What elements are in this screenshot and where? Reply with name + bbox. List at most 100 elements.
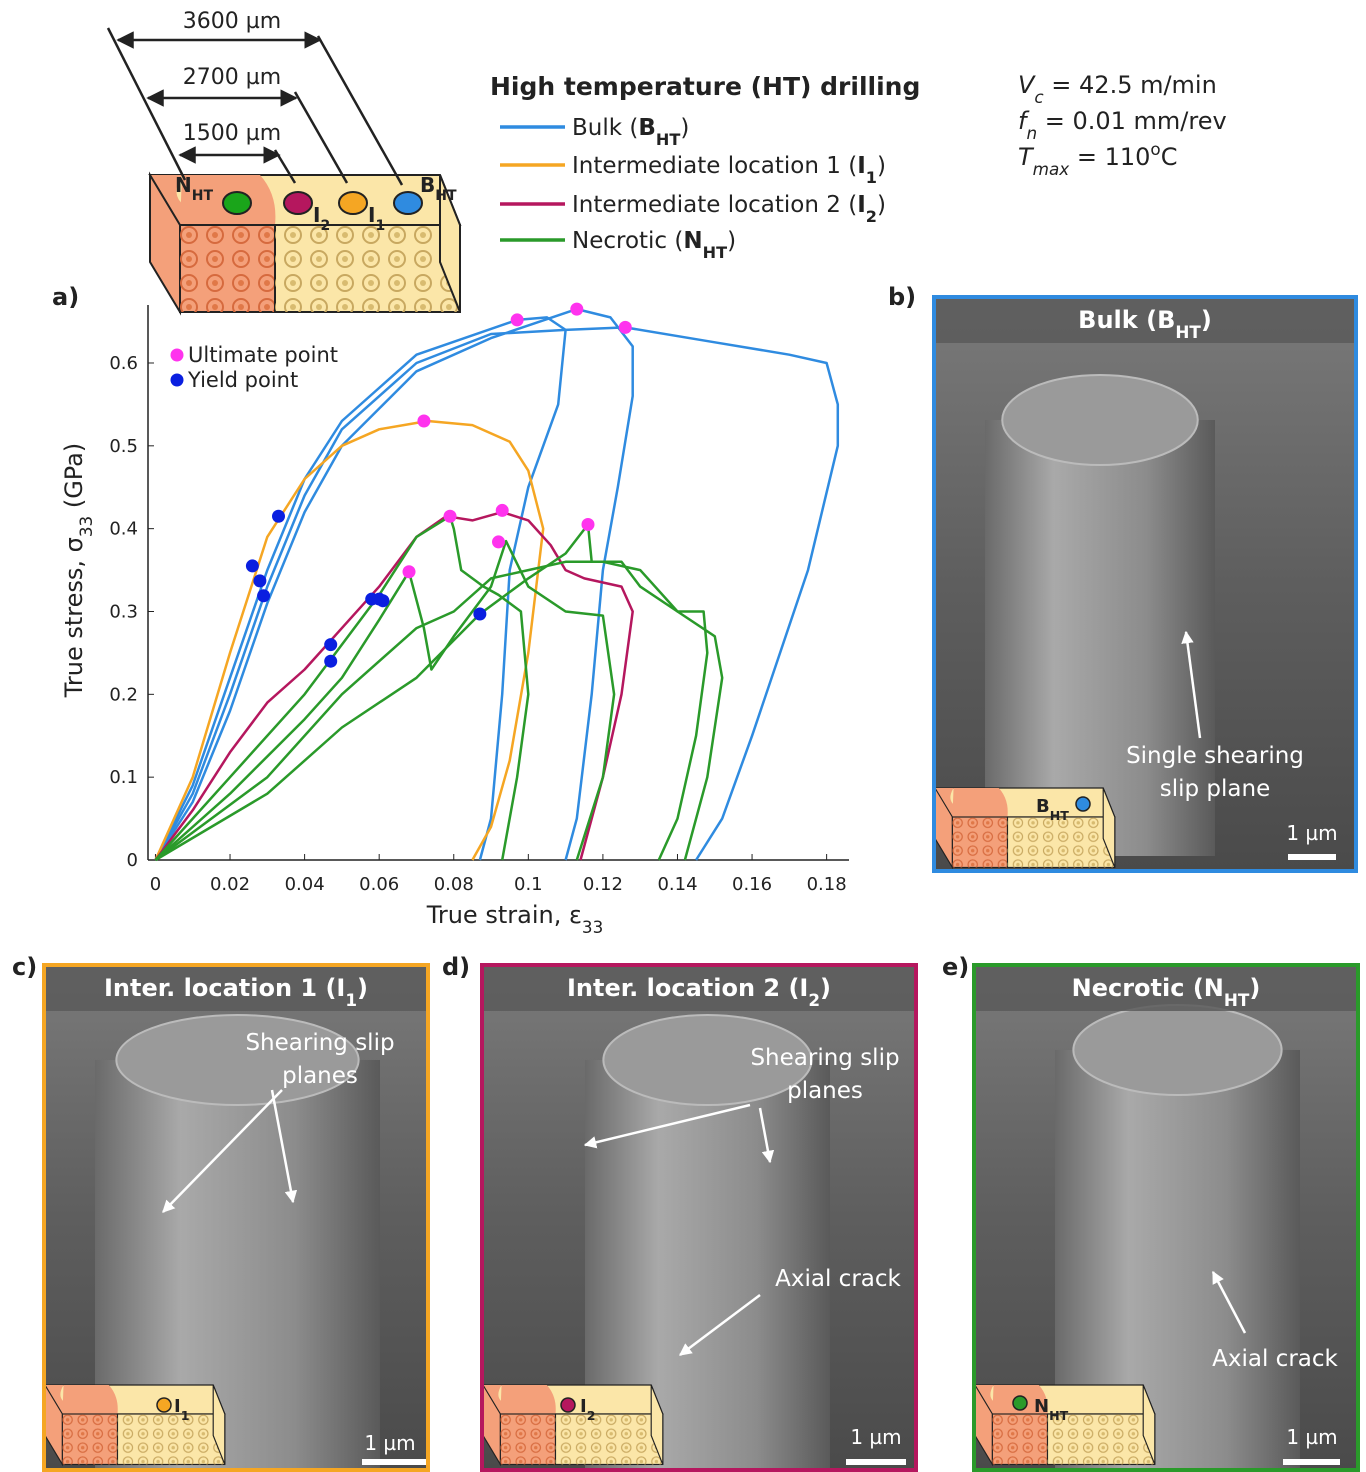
panel-title-part: HT <box>1224 990 1250 1010</box>
schematic-label-part: HT <box>435 188 457 204</box>
x-tick-label: 0.06 <box>359 874 399 895</box>
legend-label-part: ) <box>877 153 886 179</box>
legend-marker <box>171 349 184 362</box>
pillar-top <box>1002 375 1198 465</box>
dimension-lines <box>108 28 402 185</box>
point <box>324 655 337 668</box>
legend-label-part: 1 <box>866 168 877 187</box>
annotation: planes <box>282 1063 358 1089</box>
legend-label: Intermediate location 2 (I2) <box>572 192 886 226</box>
y-axis-label-part: (GPa) <box>60 443 88 516</box>
x-tick-label: 0.02 <box>210 874 250 895</box>
legend-label-part: ) <box>877 192 886 218</box>
legend-label: Bulk (BHT) <box>572 115 689 149</box>
legend-label-part: Necrotic ( <box>572 228 683 254</box>
point <box>272 510 285 523</box>
pillar-top <box>116 1015 358 1105</box>
point <box>570 303 583 316</box>
panel-label: d) <box>442 953 470 981</box>
y-tick-label: 0.4 <box>109 519 138 540</box>
schematic-label-part: I <box>368 203 375 227</box>
schematic-label-part: I <box>313 203 320 227</box>
scale-label: 1 µm <box>1286 1425 1337 1449</box>
panel-title-part: N <box>1204 974 1224 1002</box>
panel-title-part: Inter. location 2 ( <box>567 974 799 1002</box>
panel-title-part: HT <box>1175 322 1201 342</box>
inset-dot <box>1076 797 1090 811</box>
inset-label-part: B <box>1036 796 1050 817</box>
inset-label-part: 2 <box>587 1408 596 1423</box>
scale-label: 1 µm <box>1286 821 1337 845</box>
curve <box>156 541 615 860</box>
dimension-label: 2700 µm <box>183 65 281 90</box>
legend-label-part: 2 <box>866 207 877 226</box>
point <box>511 313 524 326</box>
y-axis-label-part: True stress, σ <box>60 537 88 698</box>
x-tick-label: 0.16 <box>732 874 772 895</box>
x-tick-label: 0.14 <box>657 874 697 895</box>
legend-label: Ultimate point <box>188 343 338 367</box>
panel-title-part: 2 <box>808 990 820 1010</box>
point <box>376 594 389 607</box>
legend-label: Necrotic (NHT) <box>572 228 736 262</box>
panel-title-part: ) <box>1201 306 1212 334</box>
point <box>253 574 266 587</box>
annotation: Shearing slip <box>245 1030 394 1056</box>
figure: 3600 µm2700 µm1500 µmNHTI2I1BHTVc = 42.5… <box>0 0 1366 1472</box>
parameter-part: = 42.5 m/min <box>1044 71 1217 99</box>
point <box>492 535 505 548</box>
panel-title-part: Necrotic ( <box>1072 974 1204 1002</box>
scale-label: 1 µm <box>364 1431 415 1455</box>
parameter-part: max <box>1033 159 1071 179</box>
legend-label-part: B <box>638 115 656 141</box>
x-tick-label: 0.12 <box>583 874 623 895</box>
legend-label-part: ) <box>727 228 736 254</box>
panel-title-part: ) <box>357 974 368 1002</box>
point <box>496 504 509 517</box>
panel-title-part: I <box>336 974 345 1002</box>
legend-label-part: Intermediate location 1 ( <box>572 153 857 179</box>
parameter: fn = 0.01 mm/rev <box>1018 107 1227 143</box>
legend-marker <box>171 374 184 387</box>
panel-label: c) <box>12 953 37 981</box>
inset-label-part: I <box>580 1396 587 1417</box>
annotation: Shearing slip <box>750 1045 899 1071</box>
parameter-part: C <box>1161 143 1178 171</box>
dimension-label: 1500 µm <box>183 121 281 146</box>
parameter-part: o <box>1150 139 1160 159</box>
y-axis-label-part: 33 <box>76 516 96 537</box>
panel-title-part: Bulk ( <box>1078 306 1157 334</box>
inset-schematic <box>45 1385 225 1464</box>
legend-label: Intermediate location 1 (I1) <box>572 153 886 187</box>
x-tick-label: 0 <box>150 874 161 895</box>
inset-label-part: HT <box>1050 808 1070 823</box>
x-axis-label: True strain, ε33 <box>426 901 604 937</box>
panel-title-part: 1 <box>345 990 357 1010</box>
inset-dot <box>1013 1396 1027 1410</box>
panel-title-part: ) <box>1249 974 1260 1002</box>
x-axis-label-part: True strain, ε <box>426 901 582 929</box>
dimension-label: 3600 µm <box>183 9 281 34</box>
y-axis-label: True stress, σ33 (GPa) <box>60 443 96 699</box>
annotation: Single shearing <box>1126 743 1304 769</box>
curve <box>156 562 723 860</box>
inset-dot <box>561 1398 575 1412</box>
point <box>246 559 259 572</box>
legend-label-part: I <box>857 192 866 218</box>
point <box>473 607 486 620</box>
inset-dot <box>157 1398 171 1412</box>
y-tick-label: 0 <box>127 850 138 871</box>
y-tick-label: 0.2 <box>109 684 138 705</box>
x-tick-label: 0.08 <box>434 874 474 895</box>
legend-swatches <box>500 127 565 240</box>
legend-label-part: N <box>683 228 702 254</box>
y-tick-label: 0.1 <box>109 767 138 788</box>
scale-label: 1 µm <box>850 1425 901 1449</box>
point <box>417 414 430 427</box>
schematic-label-part: 1 <box>375 218 385 234</box>
inset-label-part: 1 <box>181 1408 190 1423</box>
point <box>619 321 632 334</box>
inset-schematic <box>975 1385 1155 1464</box>
legend-label-part: HT <box>656 130 680 149</box>
schematic-label-part: HT <box>192 188 214 204</box>
